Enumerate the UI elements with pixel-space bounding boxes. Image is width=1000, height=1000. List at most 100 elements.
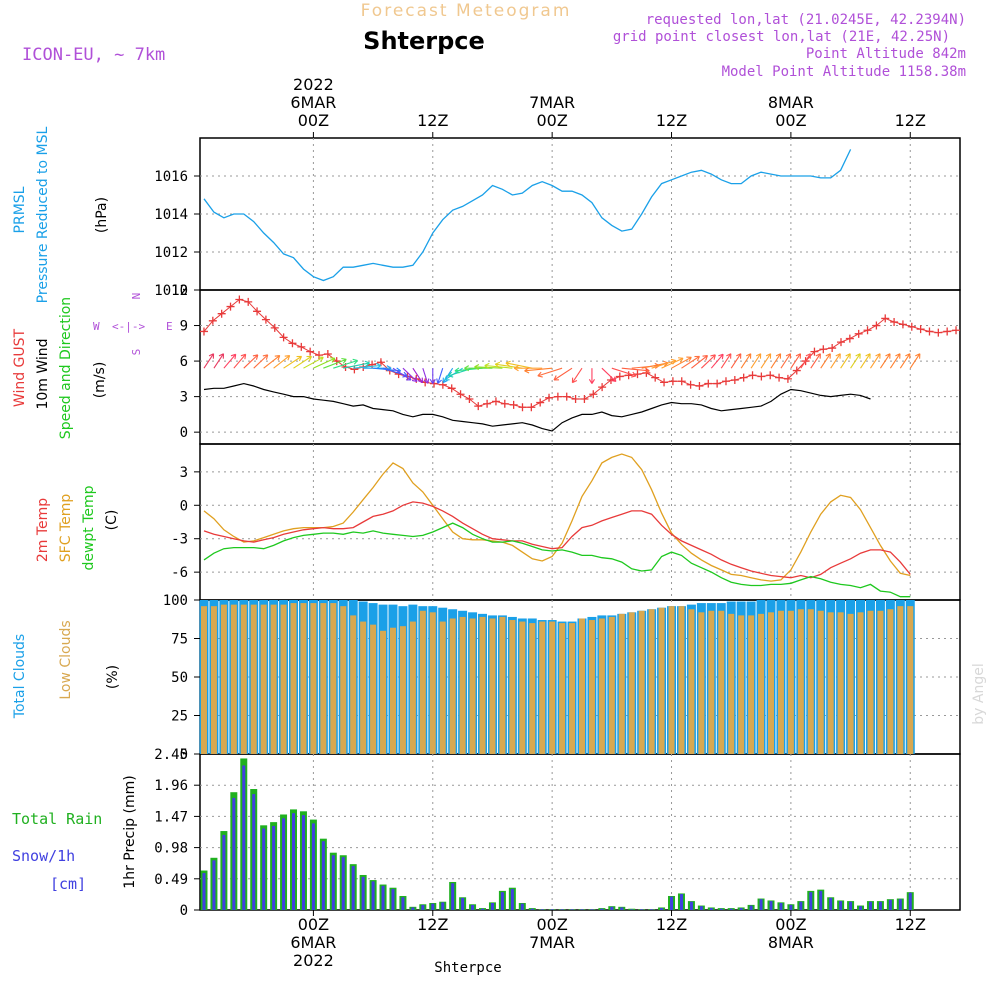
wind-arrow	[700, 354, 716, 369]
wind-arrow-shaft	[780, 353, 791, 369]
wind-arrow	[283, 355, 303, 369]
cloud-low-bar	[877, 610, 884, 754]
time-label-bottom: 12Z	[656, 915, 687, 934]
cloud-low-bar	[409, 621, 416, 754]
gust-marker	[589, 390, 598, 399]
cloud-low-bar	[230, 604, 237, 754]
precip-snow-bar	[640, 909, 644, 910]
wind-arrow-shaft	[412, 367, 423, 383]
gust-marker	[314, 351, 323, 360]
gust-marker	[952, 326, 961, 335]
wind-arrow-shaft	[343, 362, 370, 369]
cloud-low-bar	[897, 606, 904, 754]
precip-snow-bar	[650, 909, 654, 910]
wind-arrow-head	[765, 353, 772, 359]
time-label-bottom: 00Z	[298, 915, 329, 934]
gust-marker	[253, 307, 262, 316]
cloud-low-bar	[479, 616, 486, 754]
gust-marker	[677, 377, 686, 386]
gust-marker	[332, 357, 341, 366]
wind-arrow-head	[284, 355, 291, 361]
wind-arrow	[505, 360, 533, 369]
model-altitude: Model Point Altitude 1158.38m	[722, 64, 966, 80]
cloud-low-bar	[708, 610, 715, 754]
wind-arrow-shaft	[243, 354, 259, 369]
pressure-line	[203, 149, 852, 282]
precip-snow-bar	[451, 883, 455, 910]
compass-arrow: <-|->	[112, 320, 145, 333]
precip-snow-bar	[799, 901, 803, 910]
precip-snow-bar	[351, 866, 355, 910]
precip-snow-bar	[769, 901, 773, 910]
precip-snow-bar	[560, 909, 564, 910]
precip-snow-bar	[461, 897, 465, 910]
legend-snow: Snow/1h	[12, 847, 75, 865]
grid-layer	[200, 138, 960, 910]
cloud-low-bar	[429, 612, 436, 754]
precip-snow-bar	[759, 899, 763, 910]
gust-marker	[376, 358, 385, 367]
wind-arrow-shaft	[860, 353, 871, 369]
wind-arrow-shaft	[621, 367, 650, 372]
gust-marker	[828, 344, 837, 353]
gust-marker	[474, 402, 483, 411]
wind-arrow	[203, 353, 215, 369]
precip-snow-bar	[739, 908, 743, 910]
cloud-low-bar	[748, 615, 755, 754]
cloud-low-bar	[389, 627, 396, 754]
wind-arrow-shaft	[437, 368, 444, 384]
gust-marker	[226, 302, 235, 311]
gust-marker	[624, 371, 633, 380]
wind-arrow-shaft	[323, 358, 347, 369]
cloud-low-bar	[300, 603, 307, 754]
wind-10m-line	[203, 382, 871, 432]
cloud-low-bar	[817, 610, 824, 754]
y-tick-label: -3	[171, 532, 188, 548]
gust-marker	[686, 380, 695, 389]
gust-marker	[651, 373, 660, 382]
y-tick-label: 0	[180, 498, 188, 514]
y-tick-label: 1.96	[154, 778, 188, 794]
wind-arrow	[474, 363, 503, 371]
gust-marker	[766, 371, 775, 380]
wind-arrow	[436, 368, 444, 384]
cloud-low-bar	[658, 607, 665, 754]
credit-watermark: by Angel	[971, 663, 987, 724]
cloud-low-bar	[638, 610, 645, 754]
precip-snow-bar	[779, 902, 783, 910]
wind-arrow-head	[252, 354, 259, 360]
temp-2m-label: 2m Temp	[35, 498, 51, 562]
wind-arrow-head	[865, 353, 871, 359]
wind-arrow	[611, 367, 637, 378]
time-label-bottom: 12Z	[895, 915, 926, 934]
wind-arrow-head	[505, 360, 511, 367]
compass-east: E	[166, 320, 173, 333]
gust-line	[203, 298, 957, 408]
wind-arrow	[402, 367, 418, 383]
wind-arrow	[588, 368, 595, 384]
cloud-low-bar	[370, 624, 377, 754]
wind-arrow	[780, 353, 792, 369]
precip-snow-bar	[212, 860, 216, 910]
cloud-low-bar	[439, 621, 446, 754]
grid-point-coords: grid point closest lon,lat (21E, 42.25N)	[613, 29, 950, 45]
gust-marker	[783, 374, 792, 383]
time-label-top: 12Z	[656, 111, 687, 130]
wind-arrow-head	[726, 353, 732, 359]
wind-arrow-shaft	[840, 353, 851, 369]
time-label-bottom: 12Z	[417, 915, 448, 934]
precip-snow-bar	[729, 908, 733, 910]
gust-marker	[199, 327, 208, 336]
wind-arrow	[899, 353, 911, 369]
cloud-low-bar	[678, 606, 685, 754]
wind-arrow-shaft	[909, 353, 921, 369]
precip-snow-bar	[321, 841, 325, 910]
y-tick-label: 1014	[154, 207, 188, 223]
cloud-low-bar	[539, 621, 546, 754]
precip-snow-bar	[839, 901, 843, 910]
cloud-low-bar	[648, 609, 655, 754]
gust-marker	[881, 314, 890, 323]
wind-arrow-head	[702, 355, 708, 361]
wind-arrow-head	[484, 362, 490, 369]
wind-arrow-shaft	[820, 353, 831, 369]
